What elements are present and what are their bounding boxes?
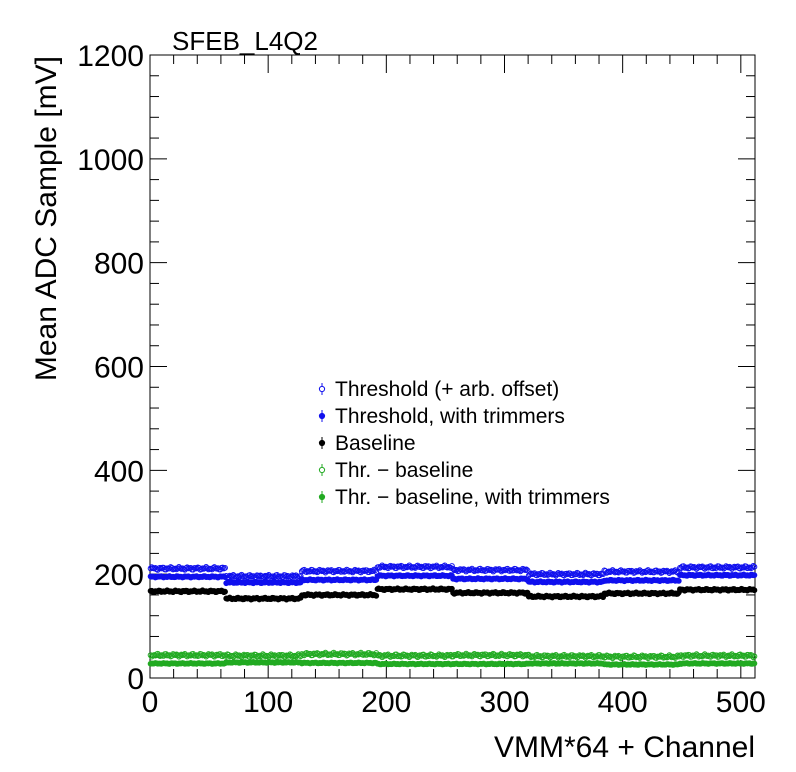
y-axis-label: Mean ADC Sample [mV] xyxy=(30,56,63,381)
y-tick-label: 400 xyxy=(94,455,144,488)
data-point xyxy=(604,653,611,659)
y-tick-label: 1000 xyxy=(77,144,144,177)
data-point xyxy=(485,566,492,573)
series-2 xyxy=(147,571,758,587)
data-point xyxy=(750,654,757,661)
data-point xyxy=(675,577,682,584)
data-point xyxy=(750,563,757,569)
y-tick-label: 600 xyxy=(94,352,144,385)
data-point xyxy=(626,654,633,661)
data-point xyxy=(387,562,394,569)
series-4 xyxy=(147,649,758,662)
data-point xyxy=(222,564,228,571)
y-tick-label: 1200 xyxy=(77,40,144,73)
series-5 xyxy=(147,659,758,668)
legend-label: Threshold, with trimmers xyxy=(335,405,565,428)
data-point xyxy=(444,651,451,658)
data-point xyxy=(198,566,205,573)
legend-item: Threshold (+ arb. offset) xyxy=(318,378,559,401)
data-point xyxy=(542,652,549,659)
data-point xyxy=(198,651,205,658)
data-point xyxy=(222,588,228,595)
data-point xyxy=(523,566,530,573)
legend-marker xyxy=(318,466,326,474)
y-axis-ticks: 0 200 400 600 800 1000 1200 xyxy=(77,40,755,696)
data-point xyxy=(464,651,471,658)
legend-label: Thr. − baseline xyxy=(335,459,473,482)
legend-marker xyxy=(318,493,326,501)
data-point xyxy=(751,653,758,660)
legend-label: Threshold (+ arb. offset) xyxy=(335,378,559,401)
legend-label: Baseline xyxy=(335,432,416,455)
legend-marker xyxy=(318,439,326,447)
data-point xyxy=(423,563,429,569)
x-tick-label: 0 xyxy=(142,686,159,719)
series-layer xyxy=(147,562,758,668)
data-point xyxy=(241,651,247,658)
data-point xyxy=(751,660,758,667)
data-point xyxy=(751,572,758,579)
data-point xyxy=(261,652,267,659)
data-point xyxy=(294,573,301,580)
y-tick-label: 0 xyxy=(127,663,144,696)
x-tick-label: 400 xyxy=(598,686,648,719)
data-point xyxy=(222,574,228,580)
legend-item: Baseline xyxy=(318,432,416,455)
data-point xyxy=(449,563,455,569)
data-point xyxy=(401,564,408,571)
data-point xyxy=(345,567,351,574)
legend-item: Thr. − baseline xyxy=(318,459,473,482)
legend-marker xyxy=(318,412,326,420)
data-point xyxy=(261,573,267,580)
x-axis-label: VMM*64 + Channel xyxy=(494,731,755,764)
data-point xyxy=(667,653,674,660)
series-3 xyxy=(147,585,758,603)
data-point xyxy=(673,568,680,575)
data-point xyxy=(569,572,576,579)
y-tick-label: 200 xyxy=(94,559,144,592)
x-axis-ticks: 0 100 200 300 400 500 xyxy=(142,55,766,719)
data-point xyxy=(401,651,408,658)
legend-item: Threshold, with trimmers xyxy=(318,405,565,428)
legend-marker xyxy=(318,385,326,393)
data-point xyxy=(751,563,758,570)
legend-item: Thr. − baseline, with trimmers xyxy=(318,486,610,509)
chart-title: SFEB_L4Q2 xyxy=(172,26,318,56)
data-point xyxy=(667,569,674,575)
data-point xyxy=(688,563,695,570)
data-point xyxy=(219,564,226,571)
legend: Threshold (+ arb. offset) Threshold, with… xyxy=(318,378,610,509)
x-tick-label: 500 xyxy=(716,686,766,719)
x-tick-label: 300 xyxy=(479,686,529,719)
data-point xyxy=(423,653,429,660)
x-tick-label: 100 xyxy=(243,686,293,719)
y-tick-label: 800 xyxy=(94,248,144,281)
data-point xyxy=(339,650,345,657)
data-point xyxy=(360,652,367,658)
data-point xyxy=(731,653,738,660)
x-tick-label: 200 xyxy=(361,686,411,719)
data-point xyxy=(647,652,654,659)
data-point xyxy=(528,654,534,661)
data-point xyxy=(590,570,597,577)
data-point xyxy=(710,565,716,572)
plot-area: 0 200 400 600 800 1000 1200 0 100 200 300 400 500 xyxy=(77,40,766,719)
data-point xyxy=(317,651,324,658)
data-point xyxy=(324,652,331,659)
data-point xyxy=(548,570,555,577)
legend-label: Thr. − baseline, with trimmers xyxy=(335,486,610,509)
data-point xyxy=(303,569,310,575)
data-point xyxy=(219,653,226,660)
data-point xyxy=(710,651,716,658)
data-point xyxy=(688,653,695,660)
data-point xyxy=(464,567,471,574)
data-point xyxy=(282,572,289,579)
data-point xyxy=(506,568,513,574)
series-1 xyxy=(147,562,758,581)
data-point xyxy=(373,592,380,599)
data-point xyxy=(751,587,758,594)
data-point xyxy=(157,653,163,659)
